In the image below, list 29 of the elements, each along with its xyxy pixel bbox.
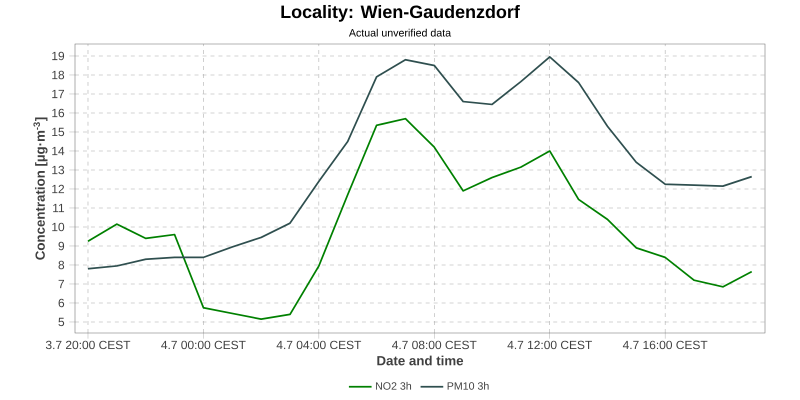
- y-tick-label: 16: [52, 108, 64, 118]
- chart-subtitle: Actual unverified data: [348, 28, 452, 37]
- y-tick-label: 11: [53, 204, 64, 212]
- x-tick-label: 4.7 04:00 CEST: [276, 340, 362, 350]
- legend-label: PM10 3h: [448, 382, 489, 390]
- chart-title: Locality: Wien-Gaudenzdorf: [281, 4, 520, 22]
- y-tick-label: 19: [52, 52, 64, 60]
- y-tick-label: 6: [58, 298, 64, 308]
- x-tick-label: 4.7 00:00 CEST: [161, 340, 246, 350]
- y-tick-label: 15: [52, 128, 64, 136]
- y-tick-label: 13: [52, 166, 64, 174]
- y-tick-label: 12: [52, 184, 64, 194]
- y-tick-label: 8: [58, 260, 64, 270]
- y-tick-label: 17: [52, 90, 64, 98]
- legend-label: NO2 3h: [376, 382, 412, 390]
- x-tick-label: 4.7 16:00 CEST: [622, 340, 708, 350]
- y-tick-label: 7: [58, 280, 64, 288]
- x-tick-label: 3.7 20:00 CEST: [46, 340, 130, 350]
- y-axis-title: Concentration [µg·m$^{-3}$]: [33, 117, 48, 260]
- y-tick-label: 5: [58, 318, 64, 326]
- y-tick-label: 14: [52, 146, 64, 156]
- x-tick-label: 4.7 12:00 CEST: [507, 340, 592, 350]
- line-series: [87, 56, 753, 270]
- y-tick-label: 18: [52, 70, 64, 80]
- x-axis-title: Date and time: [377, 356, 464, 366]
- y-tick-label: 9: [58, 242, 64, 250]
- x-tick-label: 4.7 08:00 CEST: [392, 340, 477, 350]
- y-tick-label: 10: [52, 222, 64, 232]
- line-series: [87, 118, 753, 320]
